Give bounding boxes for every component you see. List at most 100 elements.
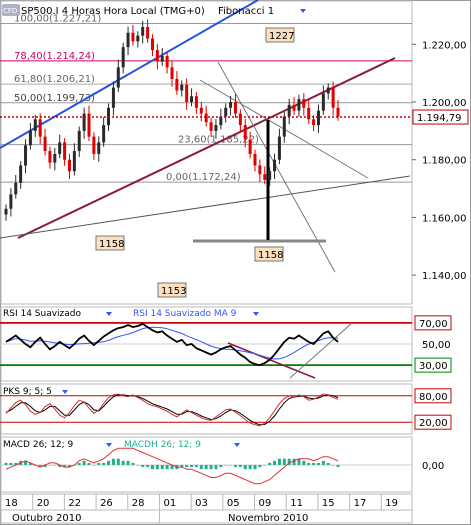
candle-body: [160, 55, 164, 62]
candle-body: [233, 102, 237, 114]
candle-body: [214, 125, 218, 131]
candle-body: [14, 182, 18, 195]
support-line[interactable]: [0, 175, 411, 239]
y-tick-label: 1.200,00: [422, 98, 467, 109]
candle-body: [53, 153, 57, 163]
candle-body: [307, 107, 311, 120]
macdh-title[interactable]: MACDH 26; 12; 9: [124, 440, 201, 450]
macd-hist-bar: [102, 462, 106, 465]
macd-hist-bar: [277, 458, 281, 465]
macd-hist-bar: [4, 462, 8, 465]
candle-body: [238, 113, 242, 126]
pks-k-line: [5, 393, 339, 427]
candle-body: [224, 107, 228, 117]
macd-hist-bar: [331, 465, 335, 466]
rsi-trend-line[interactable]: [227, 342, 316, 379]
rsi-y-axis: 70,00 50,00 30,00: [414, 315, 452, 373]
price-annotation-box: [265, 27, 295, 43]
level-box: [414, 388, 452, 404]
macd-level-label: 0,00: [422, 461, 444, 472]
macd-hist-bar: [165, 465, 169, 470]
fibonacci-levels[interactable]: 100,00(1.227,21) 78,40(1.214,24) 61,80(1.2…: [0, 13, 412, 183]
rsi-panel[interactable]: RSI 14 Suavizado RSI 14 Suavizado MA 9 7…: [0, 306, 452, 382]
candle-body: [146, 26, 150, 39]
candle-body: [321, 93, 325, 111]
macd-hist-bar: [273, 460, 277, 465]
fib-level-label: 78,40(1.214,24): [14, 51, 95, 62]
trend-lines[interactable]: [0, 0, 411, 273]
macd-panel[interactable]: MACD 26; 12; 9 MACDH 26; 12; 9 0,00: [0, 436, 444, 493]
rsi-support-line[interactable]: [289, 322, 353, 379]
rsi-ma-title[interactable]: RSI 14 Suavizado MA 9: [133, 309, 237, 319]
pks-title[interactable]: PKS 9; 5; 5: [3, 387, 52, 397]
macd-hist-bar: [150, 465, 154, 470]
price-annotation-box: [254, 246, 284, 262]
macd-hist-bar: [155, 465, 159, 470]
macd-hist-bar: [292, 458, 296, 465]
rsi-title[interactable]: RSI 14 Suavizado: [3, 309, 82, 319]
macd-hist-bar: [141, 465, 145, 468]
price-annotation-box: [95, 235, 125, 251]
level-label: 70,00: [419, 319, 448, 330]
candle-body: [43, 136, 47, 152]
cfd-badge: [2, 4, 20, 16]
candle-body: [48, 151, 52, 163]
candle-body: [4, 208, 8, 215]
downtrend-line-1[interactable]: [217, 61, 336, 273]
macd-hist-bar: [307, 462, 311, 465]
chevron-down-icon[interactable]: [253, 312, 259, 316]
chevron-down-icon[interactable]: [106, 443, 112, 447]
macd-hist-bar: [336, 465, 340, 468]
macd-title[interactable]: MACD 26; 12; 9: [3, 440, 74, 450]
candle-body: [302, 99, 306, 108]
pks-plot-area[interactable]: [0, 383, 413, 435]
x-tick-label: 15: [322, 498, 335, 509]
chevron-down-icon[interactable]: [106, 312, 112, 316]
macd-hist-bar: [263, 465, 267, 466]
candle-body: [287, 104, 291, 117]
macd-hist-bar: [38, 465, 42, 468]
macd-hist-bar: [82, 460, 86, 465]
macd-hist-bar: [321, 460, 325, 465]
macd-hist-bar: [194, 465, 198, 468]
macd-hist-bar: [199, 465, 203, 470]
candle-body: [136, 35, 140, 42]
candle-body: [229, 102, 233, 108]
candle-body: [312, 119, 316, 126]
candle-body: [19, 165, 23, 183]
price-annotation-label: 1153: [161, 286, 186, 297]
macd-hist-bar: [9, 462, 13, 465]
y-tick-label: 1.140,00: [422, 271, 467, 282]
x-tick-label: 01: [163, 498, 176, 509]
chevron-down-icon[interactable]: [300, 9, 306, 13]
price-plot-area[interactable]: [0, 0, 413, 305]
candle-body: [204, 113, 208, 123]
chart-title[interactable]: SP500.I 4 Horas Hora Local (TMG+0): [21, 6, 205, 17]
macd-hist-bar: [28, 462, 32, 465]
candle-body: [199, 107, 203, 114]
candle-body: [87, 113, 91, 137]
macd-hist-bar: [185, 465, 189, 468]
x-tick-label: 09: [259, 498, 272, 509]
price-annotation-label: 1158: [258, 250, 283, 261]
macd-hist-bar: [316, 462, 320, 465]
pks-panel[interactable]: PKS 9; 5; 5 80,00 20,00: [0, 383, 452, 435]
macd-hist-bar: [126, 460, 130, 465]
x-tick-label: 03: [195, 498, 208, 509]
fibonacci-indicator-label[interactable]: Fibonacci 1: [218, 6, 274, 17]
macd-hist-bar: [214, 465, 218, 470]
chevron-down-icon[interactable]: [62, 390, 68, 394]
macd-hist-bar: [224, 465, 228, 466]
blue-channel-line[interactable]: [0, 0, 259, 149]
pks-y-axis: 80,00 20,00: [414, 388, 452, 430]
macd-hist-bar: [160, 465, 164, 470]
candle-body: [336, 107, 340, 117]
price-annotation-box: [157, 282, 187, 298]
candle-body: [111, 87, 115, 108]
macd-histogram: [0, 458, 412, 470]
candle-body: [170, 67, 174, 79]
candle-body: [9, 194, 13, 209]
level-box: [414, 357, 452, 373]
price-panel[interactable]: 100,00(1.227,21) 78,40(1.214,24) 61,80(1.2…: [0, 0, 469, 305]
chevron-down-icon[interactable]: [234, 443, 240, 447]
